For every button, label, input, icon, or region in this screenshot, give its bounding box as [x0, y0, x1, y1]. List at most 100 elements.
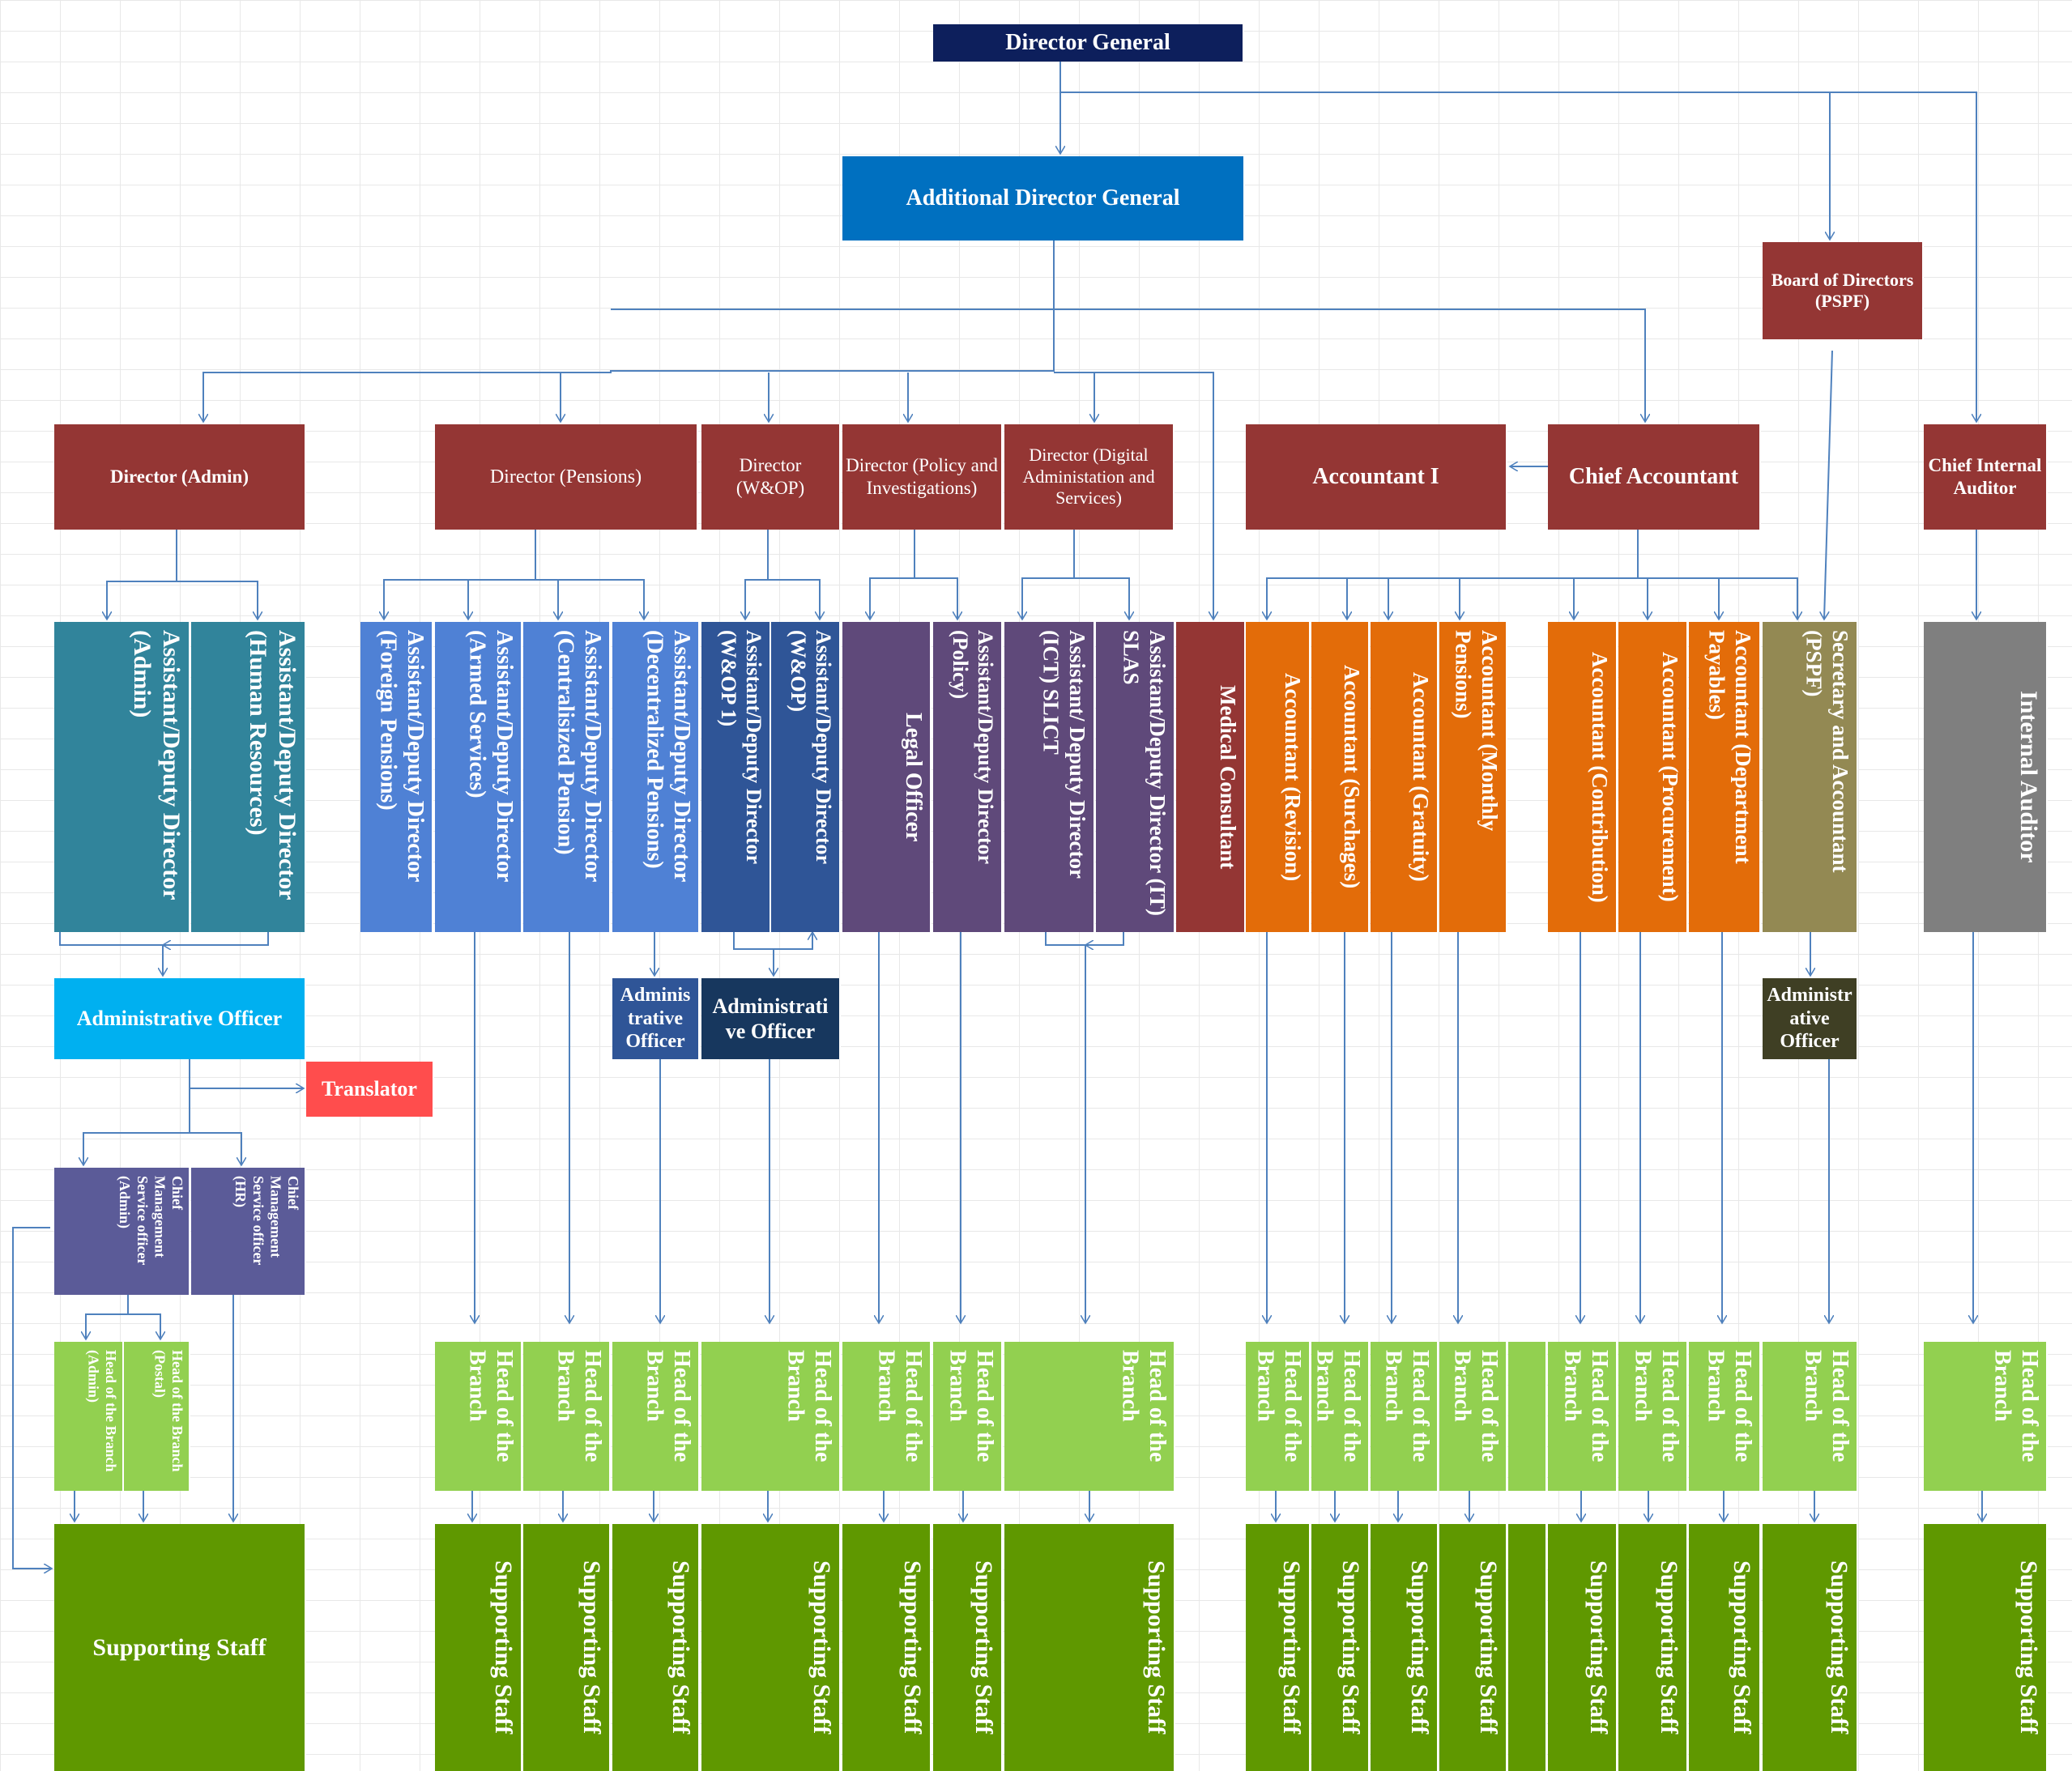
- node-hob-5: Head of the Branch: [842, 1342, 932, 1491]
- node-label: Director (Admin): [110, 466, 249, 487]
- node-label: Accountant I: [1312, 464, 1439, 490]
- node-legal: Legal Officer: [842, 622, 932, 932]
- node-label: Adminis trative Officer: [620, 984, 691, 1053]
- node-label: Head of the Branch: [1800, 1350, 1852, 1462]
- node-label: Assistant/Deputy Director (Foreign Pensi…: [375, 630, 428, 882]
- node-hob-6: Head of the Branch: [933, 1342, 1003, 1491]
- node-label: Chief Accountant: [1568, 464, 1739, 490]
- node-dir-wop: Director (W&OP): [701, 424, 841, 530]
- node-label: Head of the Branch: [464, 1350, 517, 1462]
- node-hob-postal: Head of the Branch (Postal): [124, 1342, 190, 1491]
- edge-ao-admin-to-cmso-admin: [83, 1088, 190, 1165]
- edge-dir-digital-to-add-it: [1074, 577, 1129, 619]
- node-label: Assistant/Deputy Director (W&OP 1): [716, 630, 765, 864]
- node-chief-acc: Chief Accountant: [1548, 424, 1761, 530]
- node-ss-12: Supporting Staff: [1548, 1524, 1618, 1771]
- node-label: Head of the Branch: [944, 1350, 997, 1462]
- node-hob-10: Head of the Branch: [1371, 1342, 1439, 1491]
- node-add-policy: Assistant/Deputy Director (Policy): [933, 622, 1003, 932]
- node-label: Head of the Branch: [1703, 1350, 1755, 1462]
- node-acc-revision: Accountant (Revision): [1246, 622, 1311, 932]
- filler-block: [1508, 1524, 1547, 1771]
- node-hob-admin: Head of the Branch (Admin): [54, 1342, 124, 1491]
- node-label: Head of the Branch: [1252, 1350, 1305, 1462]
- edge-ao-admin-to-cmso-hr: [190, 1132, 241, 1165]
- node-hob-7: Head of the Branch: [1004, 1342, 1175, 1491]
- node-label: Accountant (Procurement): [1658, 652, 1682, 902]
- node-hob-11: Head of the Branch: [1439, 1342, 1507, 1491]
- node-label: Assistant/Deputy Director (Decentralized…: [642, 630, 694, 882]
- node-ss-16: Supporting Staff: [1924, 1524, 2048, 1771]
- node-label: Supporting Staff: [1278, 1560, 1305, 1735]
- node-add-hr: Assistant/Deputy Director (Human Resourc…: [191, 622, 306, 932]
- node-label: Administr ative Officer: [1767, 984, 1852, 1053]
- node-label: Head of the Branch: [1311, 1350, 1364, 1462]
- edge-dir-policy-to-add-policy: [914, 577, 957, 619]
- edge-cmso-admin-to-hob-postal: [128, 1313, 160, 1339]
- node-label: Supporting Staff: [808, 1560, 835, 1735]
- node-label: Accountant (Revision): [1281, 672, 1305, 882]
- edge-dir-pensions-to-add-decentral: [535, 579, 644, 619]
- edge-dir-admin-to-add-admin: [107, 530, 177, 619]
- node-label: Accountant (Monthly Pensions): [1451, 630, 1502, 832]
- node-add-decentral: Assistant/Deputy Director (Decentralized…: [612, 622, 700, 932]
- node-label: Translator: [322, 1077, 417, 1101]
- node-acc-payables: Accountant (Department Payables): [1689, 622, 1761, 932]
- node-acc-procurement: Accountant (Procurement): [1618, 622, 1688, 932]
- edge-dir-wop-to-add-wop: [768, 579, 820, 619]
- node-label: Administrati ve Officer: [712, 994, 829, 1043]
- edge-adg-to-medical: [1054, 372, 1213, 619]
- node-label: Director (Policy and Investigations): [846, 455, 998, 498]
- node-adg: Additional Director General: [842, 156, 1245, 241]
- node-label: Head of the Branch: [873, 1350, 926, 1462]
- node-label: Internal Auditor: [2015, 691, 2042, 863]
- node-dg: Director General: [933, 24, 1244, 62]
- node-dir-pensions: Director (Pensions): [435, 424, 698, 530]
- edge-chief-acc-to-sec-acc: [1638, 577, 1797, 619]
- node-label: Assistant/Deputy Director (Admin): [129, 630, 185, 900]
- node-add-wop1: Assistant/Deputy Director (W&OP 1): [701, 622, 771, 932]
- node-ss-8: Supporting Staff: [1246, 1524, 1311, 1771]
- edge-dir-digital-to-add-ict: [1022, 530, 1075, 619]
- node-add-it: Assistant/Deputy Director (IT) SLAS: [1096, 622, 1175, 932]
- node-label: Supporting Staff: [1826, 1560, 1852, 1735]
- node-ss-7: Supporting Staff: [1004, 1524, 1175, 1771]
- node-label: Head of the Branch: [552, 1350, 605, 1462]
- node-label: Director (W&OP): [735, 455, 805, 498]
- node-add-armed: Assistant/Deputy Director (Armed Service…: [435, 622, 522, 932]
- node-dir-policy: Director (Policy and Investigations): [842, 424, 1003, 530]
- node-label: Board of Directors (PSPF): [1771, 269, 1914, 311]
- node-acc-monthly: Accountant (Monthly Pensions): [1439, 622, 1507, 932]
- node-ss-15: Supporting Staff: [1763, 1524, 1858, 1771]
- node-hob-2: Head of the Branch: [523, 1342, 611, 1491]
- node-label: Assistant/Deputy Director (IT) SLAS: [1119, 630, 1170, 916]
- node-cmso-admin: Chief Management Service officer (Admin): [54, 1168, 190, 1295]
- node-label: Supporting Staff: [578, 1560, 605, 1735]
- node-label: Head of the Branch: [1559, 1350, 1612, 1462]
- edge-dir-pensions-to-add-foreign: [384, 530, 536, 619]
- node-label: Head of the Branch (Admin): [85, 1350, 119, 1472]
- node-add-foreign: Assistant/Deputy Director (Foreign Pensi…: [360, 622, 433, 932]
- node-hob-1: Head of the Branch: [435, 1342, 522, 1491]
- node-hob-9: Head of the Branch: [1311, 1342, 1370, 1491]
- node-hob-15: Head of the Branch: [1763, 1342, 1858, 1491]
- node-label: Supporting Staff: [899, 1560, 926, 1735]
- node-add-wop: Assistant/Deputy Director (W&OP): [771, 622, 841, 932]
- node-label: Head of the Branch (Postal): [151, 1350, 185, 1472]
- node-label: Supporting Staff: [1729, 1560, 1755, 1735]
- node-label: Supporting Staff: [667, 1560, 694, 1735]
- edge-dir-policy-to-legal: [870, 530, 915, 619]
- node-label: Director (Digital Administation and Serv…: [1022, 445, 1155, 509]
- node-ao-wop: Administrati ve Officer: [701, 978, 841, 1059]
- node-ss-4: Supporting Staff: [701, 1524, 841, 1771]
- node-label: Accountant (Department Payables): [1704, 630, 1755, 864]
- node-label: Chief Management Service officer (HR): [232, 1176, 301, 1266]
- node-label: Assistant/Deputy Director (Armed Service…: [464, 630, 517, 882]
- node-label: Assistant/Deputy Director (Policy): [948, 630, 997, 864]
- edge-cmso-admin-to-ss-admin: [12, 1227, 52, 1569]
- node-ss-admin: Supporting Staff: [54, 1524, 306, 1771]
- node-sec-acc: Secretary and Accountant (PSPF): [1763, 622, 1858, 932]
- node-label: Supporting Staff: [970, 1560, 997, 1735]
- node-label: Administrative Officer: [76, 1007, 283, 1031]
